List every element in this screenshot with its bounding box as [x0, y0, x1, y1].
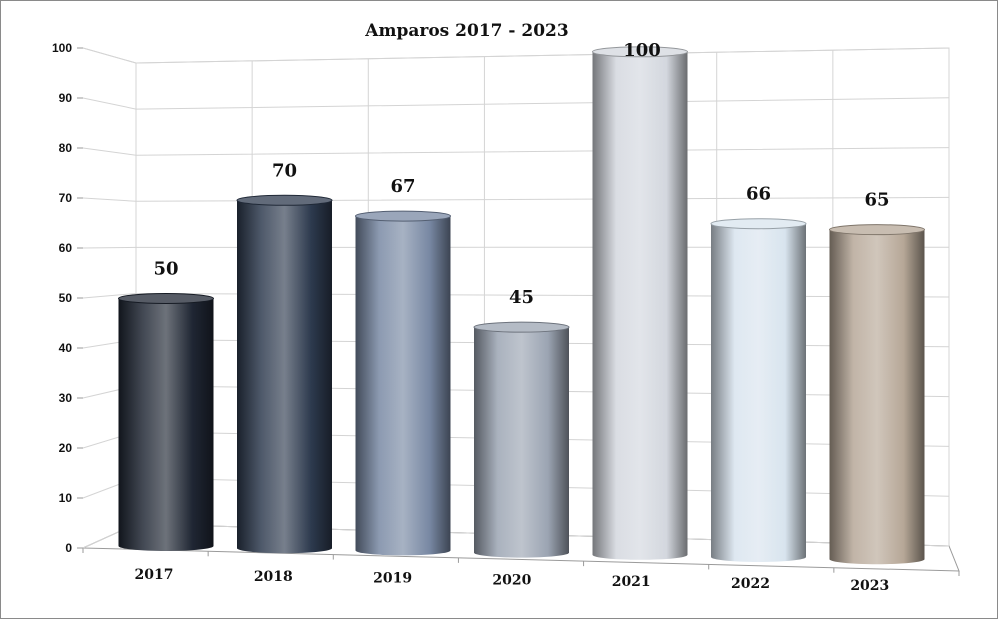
bar-2023 — [829, 224, 925, 565]
bar-top — [236, 194, 333, 206]
bar-2017 — [118, 293, 214, 551]
bar-2022 — [710, 218, 807, 562]
bar-top — [473, 321, 570, 333]
y-tick-label: 90 — [59, 91, 73, 105]
gridline — [82, 47, 950, 64]
bar-top — [592, 46, 688, 58]
y-tick-label: 80 — [59, 141, 73, 155]
x-tick-label: 2023 — [850, 578, 889, 594]
data-label: 65 — [864, 190, 889, 211]
bar-body — [118, 298, 214, 551]
y-tick-label: 60 — [59, 241, 73, 255]
x-tick-label: 2021 — [612, 574, 651, 590]
x-tick-label: 2019 — [373, 571, 412, 587]
y-tick-label: 40 — [59, 341, 73, 355]
bar-body — [711, 223, 806, 562]
bar-body — [355, 216, 451, 556]
y-axis-ticks: 0 10 20 30 40 50 60 70 80 90 100 — [52, 41, 72, 555]
x-tick-label: 2020 — [492, 572, 531, 588]
y-tick-label: 30 — [59, 391, 73, 405]
gridline — [82, 147, 950, 156]
bar-2018 — [236, 194, 333, 554]
bar-2020 — [473, 321, 570, 558]
gridline — [82, 196, 950, 202]
y-tick-label: 0 — [65, 541, 72, 555]
data-label: 67 — [390, 176, 415, 197]
x-axis-ticks: 2017 2018 2019 2020 2021 2022 2023 — [135, 567, 890, 594]
bar-top — [118, 293, 214, 304]
x-tick-label: 2017 — [135, 567, 174, 583]
y-tick-label: 20 — [59, 441, 73, 455]
chart-title: Amparos 2017 - 2023 — [364, 21, 568, 41]
y-tick-label: 10 — [59, 491, 73, 505]
bar-body — [237, 200, 332, 554]
y-tick-label: 100 — [52, 41, 72, 55]
gridline — [82, 246, 950, 249]
data-label: 50 — [153, 259, 178, 280]
bar-2021 — [592, 46, 688, 560]
data-label: 66 — [746, 184, 771, 205]
x-tick-label: 2022 — [731, 576, 770, 592]
x-tick-label: 2018 — [254, 569, 293, 585]
bar-top — [829, 224, 925, 236]
bar-layer — [118, 46, 925, 565]
data-label: 70 — [272, 160, 297, 181]
gridline — [82, 97, 950, 110]
bar-top — [710, 218, 807, 230]
bar-2019 — [355, 210, 451, 556]
y-tick-label: 50 — [59, 291, 73, 305]
data-label-layer: 50 70 67 45 100 66 65 — [153, 40, 889, 308]
bar-body — [592, 51, 688, 560]
data-label: 45 — [509, 287, 534, 308]
bar-top — [355, 210, 451, 222]
data-label: 100 — [623, 40, 661, 61]
y-tick-label: 70 — [59, 191, 73, 205]
bar-body — [474, 327, 569, 558]
bar-body — [829, 229, 925, 565]
